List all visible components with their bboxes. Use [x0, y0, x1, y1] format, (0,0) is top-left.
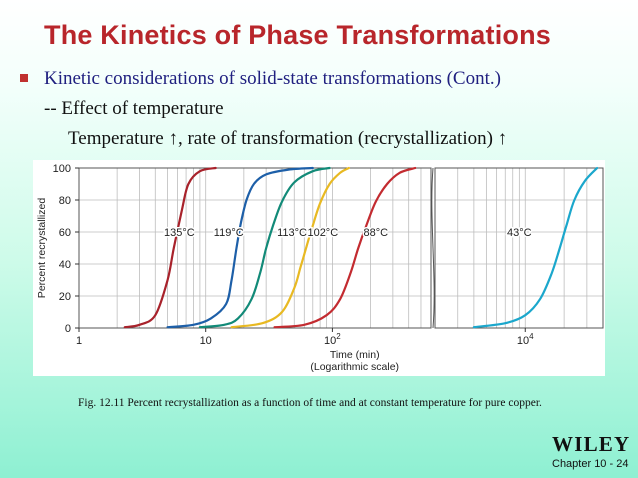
y-axis-label: Percent recrystallized: [36, 198, 48, 299]
series-label: 119°C: [214, 227, 244, 239]
page-footer: Chapter 10 - 24: [552, 458, 629, 470]
y-tick-label: 20: [59, 291, 71, 303]
series-label: 43°C: [507, 227, 532, 239]
y-tick-label: 0: [65, 323, 71, 335]
figure-caption: Fig. 12.11 Percent recrystallization as …: [78, 397, 542, 409]
bullet-point: Kinetic considerations of solid-state tr…: [20, 68, 501, 90]
series-line: [273, 166, 417, 329]
x-tick-label: 1: [76, 335, 82, 347]
y-tick-label: 40: [59, 259, 71, 271]
series-label: 88°C: [364, 227, 389, 239]
y-tick-label: 100: [53, 163, 71, 175]
series-label: 102°C: [307, 227, 338, 239]
recrystallization-chart: 0 20 40 60 80 100 Percent recrystallized 1 10 102…: [33, 160, 605, 376]
wiley-logo: WILEY: [552, 432, 631, 456]
series-label: 135°C: [164, 227, 195, 239]
series-label: 113°C: [277, 227, 307, 239]
sub-point-effect: -- Effect of temperature: [44, 98, 224, 119]
series-line: [166, 166, 314, 329]
series-line: [472, 166, 599, 329]
series-line: [123, 166, 217, 329]
chart-svg: 0 20 40 60 80 100 Percent recrystallized 1 10 102…: [36, 163, 604, 373]
y-tick-label: 80: [59, 195, 71, 207]
bullet-square-icon: [20, 74, 28, 83]
plot-frame-right: [434, 167, 604, 329]
series-line: [198, 166, 331, 329]
plot-frame-left: [78, 167, 432, 329]
slide-title: The Kinetics of Phase Transformations: [44, 20, 552, 50]
x-axis-label: Time (min): [330, 349, 380, 361]
x-tick-label: 102: [324, 332, 341, 347]
sub-point-rate: Temperature ↑, rate of transformation (r…: [68, 128, 508, 149]
x-axis-label-note: (Logarithmic scale): [310, 361, 399, 373]
x-tick-label: 10: [200, 335, 212, 347]
x-tick-label: 104: [517, 332, 534, 347]
series-line: [230, 166, 350, 329]
y-tick-label: 60: [59, 227, 71, 239]
bullet-text: Kinetic considerations of solid-state tr…: [44, 68, 501, 89]
axis-break-mark: [431, 167, 435, 329]
